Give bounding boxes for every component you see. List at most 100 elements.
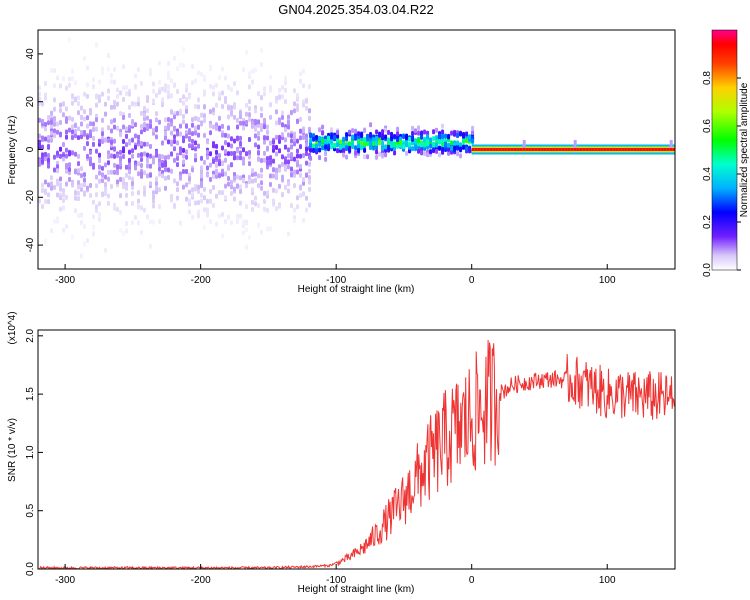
spectrogram-cell xyxy=(98,157,101,163)
spectrogram-cell xyxy=(266,226,269,232)
spectrogram-cell xyxy=(351,128,355,134)
snr-frame xyxy=(37,329,676,570)
spectrogram-cell xyxy=(384,144,388,150)
spectrogram-cell xyxy=(233,155,236,161)
spectrogram-cell xyxy=(86,185,89,191)
spectrogram-cell xyxy=(122,96,125,102)
spectrogram-cell xyxy=(95,126,98,132)
spectrogram-cell xyxy=(92,77,95,83)
spectrogram-cell xyxy=(170,118,173,124)
colorbar-tick-label: 0.0 xyxy=(702,263,713,277)
spectrogram-cell xyxy=(308,179,311,185)
spectrogram-cell xyxy=(146,163,149,169)
spectrogram-cell xyxy=(62,101,65,107)
spectrogram-cell xyxy=(591,148,596,151)
spectrogram-cell xyxy=(492,148,497,151)
spectrogram-cell xyxy=(197,188,200,194)
spectrogram-cell xyxy=(275,109,278,115)
spectrogram-cell xyxy=(65,106,68,112)
spectrogram-cell xyxy=(215,102,218,108)
spectrogram-cell xyxy=(131,181,134,187)
spectrogram-cell xyxy=(101,165,104,171)
spectrogram-cell xyxy=(170,193,173,199)
spectrogram-cell xyxy=(206,165,209,171)
spectrogram-cell xyxy=(212,202,215,208)
spectrogram-cell xyxy=(327,146,331,152)
spectrogram-cell xyxy=(161,101,164,107)
spectrogram-cell xyxy=(62,142,65,148)
snr-scale-note: (x10^4) xyxy=(7,311,18,344)
spectrogram-cell xyxy=(345,145,349,151)
spectrogram-cell xyxy=(65,85,68,91)
spectrogram-cell xyxy=(251,168,254,174)
spectrogram-cell xyxy=(44,179,47,185)
spectrogram-cell xyxy=(209,123,212,129)
spectrogram-cell xyxy=(224,195,227,201)
spectrogram-cell xyxy=(230,109,233,115)
spectrogram-cell xyxy=(149,181,152,187)
spectrogram-cell xyxy=(450,145,454,151)
spectrogram-cell xyxy=(80,173,83,179)
spectrogram-cell xyxy=(161,140,164,146)
spectrogram-cell xyxy=(330,144,334,150)
spectrogram-cell xyxy=(155,180,158,186)
spectrogram-cell xyxy=(299,116,302,122)
spectrogram-cell xyxy=(128,112,131,118)
spectrogram-cell xyxy=(266,146,269,152)
spectrogram-cell xyxy=(77,153,80,159)
spectrogram-cell xyxy=(101,131,104,137)
spectrogram-cell xyxy=(333,143,337,149)
spectrogram-cell xyxy=(357,138,361,144)
spectrogram-cell xyxy=(242,177,245,183)
spectrogram-cell xyxy=(167,75,170,81)
spectrogram-cell xyxy=(429,149,433,155)
spectrogram-cell xyxy=(299,128,302,134)
spectrogram-cell xyxy=(47,153,50,159)
spectrogram-cell xyxy=(456,151,460,157)
spectrogram-cell xyxy=(200,173,203,179)
spectrogram-cell xyxy=(299,153,302,159)
spectrogram-cell xyxy=(239,200,242,206)
spectrogram-cell xyxy=(411,125,415,131)
spectrogram-cell xyxy=(194,115,197,121)
spectrogram-cell xyxy=(128,175,131,181)
spectrogram-cell xyxy=(486,148,491,151)
spectrogram-cell xyxy=(269,181,272,187)
spectrogram-cell xyxy=(606,148,611,151)
spectrogram-cell xyxy=(248,154,251,160)
spectrogram-cell xyxy=(321,145,325,151)
spectrogram-cell xyxy=(513,148,518,151)
spectrogram-cell xyxy=(113,162,116,168)
spectrogram-cell xyxy=(296,162,299,168)
spectrogram-cell xyxy=(269,102,272,108)
spectrogram-cell xyxy=(200,165,203,171)
spectrogram-cell xyxy=(95,102,98,108)
spectrogram-cell xyxy=(53,218,56,224)
spectrogram-cell xyxy=(167,117,170,123)
spectrogram-cell xyxy=(327,135,331,141)
spectrogram-cell xyxy=(453,145,457,151)
spectrogram-cell xyxy=(272,158,275,164)
spectrogram-cell xyxy=(293,101,296,107)
spectrogram-cell xyxy=(167,174,170,180)
spectrogram-cell xyxy=(309,138,313,144)
spectrogram-cell xyxy=(248,98,251,104)
spectrogram-cell xyxy=(275,175,278,181)
spectrogram-cell xyxy=(263,157,266,163)
spectrogram-cell xyxy=(116,169,119,175)
spectrogram-cell xyxy=(242,160,245,166)
spectrogram-cell xyxy=(450,130,454,136)
spectrogram-cell xyxy=(209,109,212,115)
spectrogram-cell xyxy=(411,131,415,137)
spectrogram-cell xyxy=(137,139,140,145)
spectrogram-cell xyxy=(236,174,239,180)
spectrogram-cell xyxy=(308,186,311,192)
spectrogram-cell xyxy=(152,203,155,209)
spectrogram-cell xyxy=(215,125,218,131)
spectrogram-cell xyxy=(140,229,143,235)
spectrogram-cell xyxy=(134,165,137,171)
spectrogram-cell xyxy=(89,192,92,198)
spectrogram-cell xyxy=(296,106,299,112)
spectrogram-cell xyxy=(573,148,578,151)
